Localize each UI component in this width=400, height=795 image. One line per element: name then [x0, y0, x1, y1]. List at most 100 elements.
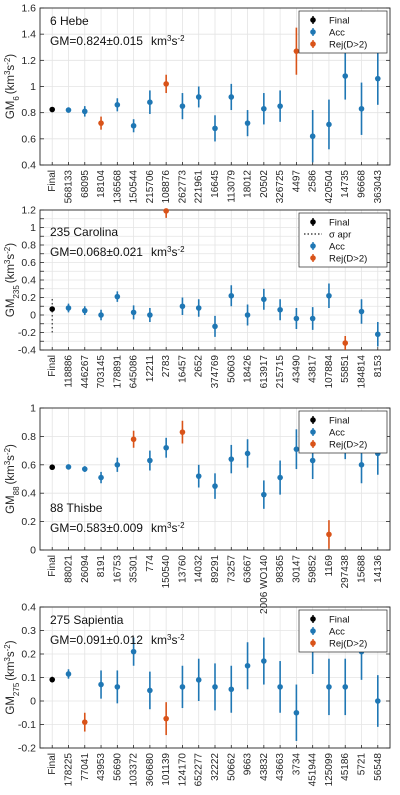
x-tick-label: 215706: [145, 170, 156, 204]
y-axis-label-part: ): [5, 243, 17, 247]
point-acc: [114, 462, 121, 468]
point-rej: [163, 715, 169, 722]
point-acc: [147, 312, 153, 318]
point-acc: [195, 677, 202, 683]
point-acc: [293, 315, 300, 322]
x-tick-label: Final: [47, 355, 58, 377]
x-tick-label: 16753: [112, 555, 123, 583]
y-axis-label: GM235 (km3s-2): [3, 243, 21, 317]
point-acc: [244, 312, 251, 318]
asteroid-title: 275 Sapientia: [50, 613, 124, 627]
y-tick-label: 0.4: [21, 488, 36, 500]
x-tick-label: 55851: [340, 355, 351, 383]
y-tick-label: 1.2: [21, 55, 36, 67]
gm-value: GM=0.824±0.015 km3s-2: [50, 34, 185, 49]
gm-value: GM=0.583±0.009 km3s-2: [50, 521, 185, 536]
point-acc: [228, 292, 235, 299]
x-tick-label: 2783: [161, 355, 172, 378]
gm-value-part: s: [171, 633, 177, 647]
x-tick-label: 50662: [226, 753, 237, 781]
point-acc: [277, 103, 283, 109]
point-acc: [114, 102, 121, 108]
point-final: [49, 306, 56, 312]
x-tick-label: 568133: [63, 170, 74, 204]
point-acc: [147, 99, 153, 105]
point-acc: [98, 474, 104, 481]
point-acc: [374, 75, 381, 82]
grid: [40, 7, 390, 166]
y-tick-label: 0: [30, 696, 36, 708]
y-tick-label: 1: [30, 222, 36, 234]
y-tick-label: 0.8: [21, 240, 36, 252]
legend-label-final: Final: [329, 16, 350, 27]
y-axis-label-part: s: [5, 254, 17, 260]
point-acc: [81, 108, 88, 115]
x-tick-label: 8153: [373, 355, 384, 378]
legend-label-rej: Rej(D>2): [329, 254, 367, 265]
y-tick-label: -0.1: [18, 719, 36, 731]
x-tick-label: 89291: [210, 555, 221, 583]
legend-swatch-final: [310, 17, 316, 23]
y-tick-label: 0.2: [21, 649, 36, 661]
point-acc: [326, 292, 332, 299]
y-axis-label-part: 235: [12, 285, 21, 299]
y-axis-label-part: ): [5, 444, 17, 448]
point-acc: [358, 105, 365, 112]
point-acc: [98, 681, 104, 688]
legend-label-rej: Rej(D>2): [329, 440, 367, 451]
point-acc: [374, 331, 381, 338]
point-acc: [261, 658, 267, 664]
gm-value-part: 3: [167, 34, 172, 43]
x-tick-label: 2006 WO140: [259, 555, 270, 614]
asteroid-title: 6 Hebe: [50, 14, 89, 28]
legend-swatch-final: [310, 417, 316, 423]
x-tick-label: 374769: [210, 355, 221, 389]
point-acc: [212, 323, 218, 330]
gm-value-part: s: [171, 245, 177, 259]
point-acc: [212, 483, 218, 489]
point-acc: [277, 474, 283, 481]
x-tick-label: 363043: [373, 170, 384, 204]
point-acc: [261, 105, 267, 112]
point-acc: [130, 309, 137, 316]
gm-value-part: km: [151, 34, 167, 48]
y-axis-label-part: -2: [3, 644, 12, 652]
x-tick-label: 15688: [357, 555, 368, 583]
gm-value-part: 3: [167, 245, 172, 254]
x-tick-label: 26094: [80, 555, 91, 583]
legend-swatch-rej: [310, 41, 316, 47]
y-axis-label-part: 3: [3, 70, 12, 75]
point-rej: [342, 340, 349, 346]
point-rej: [326, 531, 332, 538]
point-acc: [179, 303, 186, 310]
legend-swatch-acc: [310, 628, 316, 634]
point-acc: [65, 464, 72, 470]
x-tick-label: 43490: [291, 355, 302, 383]
y-axis-label-part: ): [5, 54, 17, 58]
x-tick-label: 103372: [129, 753, 140, 787]
y-tick-label: 1.6: [21, 3, 36, 15]
gm-value: GM=0.068±0.021 km3s-2: [50, 245, 185, 260]
asteroid-title: 88 Thisbe: [50, 501, 103, 515]
gm-value-part: GM=0.091±0.012: [50, 633, 143, 647]
y-tick-label: 0.6: [21, 257, 36, 269]
x-tick-label: 14735: [340, 170, 351, 198]
gm-value-part: -2: [177, 633, 185, 642]
legend-label-acc: Acc: [329, 28, 345, 39]
panel-4: -0.2 -0.1 0 0.1 0.2 0.3 0.4 Final 178225 77041 439…: [3, 602, 391, 787]
x-tick-label: 3734: [291, 753, 302, 776]
x-tick-label: 96668: [357, 170, 368, 198]
point-acc: [342, 684, 349, 690]
gm-value-part: -2: [177, 34, 185, 43]
x-tick-label: 1169: [324, 555, 335, 577]
point-acc: [228, 456, 235, 462]
x-tick-label: 35301: [129, 555, 140, 583]
x-tick-label: 108876: [161, 170, 172, 204]
x-tick-label: 150544: [129, 170, 140, 204]
y-tick-label: 0.2: [21, 292, 36, 304]
x-tick-label: 43953: [96, 753, 107, 781]
point-acc: [114, 293, 121, 300]
x-tick-label: 215715: [275, 355, 286, 389]
